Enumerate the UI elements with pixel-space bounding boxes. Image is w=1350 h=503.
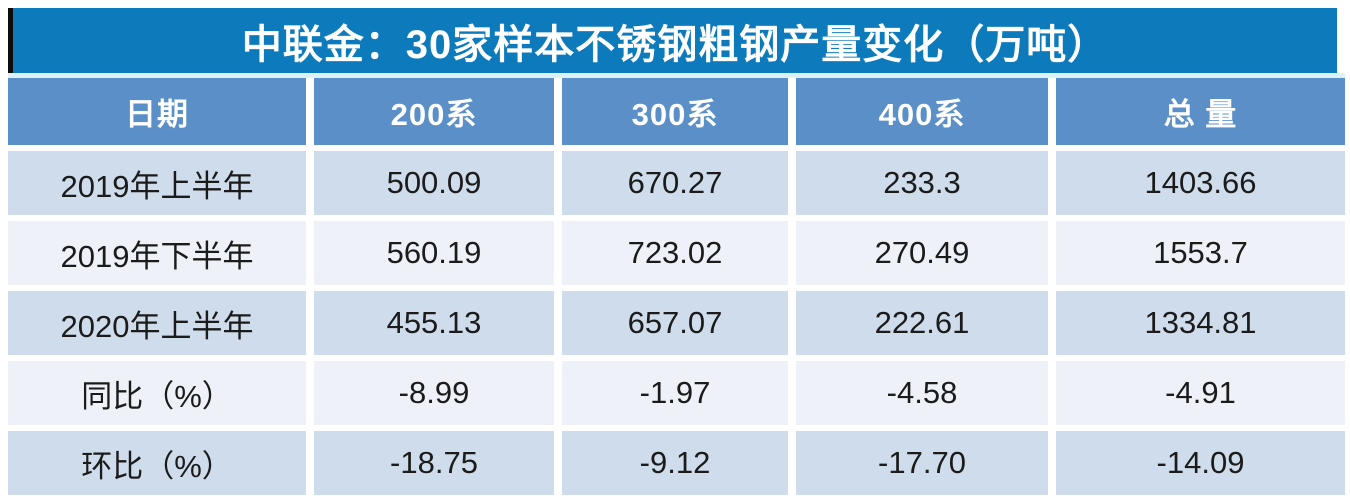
row-label: 环比（%）: [8, 431, 306, 495]
value-cell: 1403.66: [1056, 151, 1345, 215]
value-cell: -17.70: [796, 431, 1048, 495]
value-cell: 657.07: [562, 291, 788, 355]
table-title-bar: 中联金：30家样本不锈钢粗钢产量变化（万吨）: [8, 8, 1337, 73]
value-cell: 670.27: [562, 151, 788, 215]
value-cell: 455.13: [314, 291, 554, 355]
value-cell: 270.49: [796, 221, 1048, 285]
value-cell: -14.09: [1056, 431, 1345, 495]
value-cell: 1553.7: [1056, 221, 1345, 285]
row-label: 2019年上半年: [8, 151, 306, 215]
value-cell: -4.91: [1056, 361, 1345, 425]
column-header-300-series: 300系: [562, 78, 788, 145]
value-cell: 560.19: [314, 221, 554, 285]
column-header-400-series: 400系: [796, 78, 1048, 145]
value-cell: -4.58: [796, 361, 1048, 425]
value-cell: 233.3: [796, 151, 1048, 215]
row-label: 2019年下半年: [8, 221, 306, 285]
row-label: 2020年上半年: [8, 291, 306, 355]
value-cell: 222.61: [796, 291, 1048, 355]
value-cell: -18.75: [314, 431, 554, 495]
value-cell: 1334.81: [1056, 291, 1345, 355]
title-divider: [8, 73, 1345, 78]
value-cell: -1.97: [562, 361, 788, 425]
row-label: 同比（%）: [8, 361, 306, 425]
value-cell: 500.09: [314, 151, 554, 215]
table-title: 中联金：30家样本不锈钢粗钢产量变化（万吨）: [241, 22, 1109, 67]
column-header-date: 日期: [8, 78, 306, 145]
value-cell: -8.99: [314, 361, 554, 425]
value-cell: -9.12: [562, 431, 788, 495]
column-header-200-series: 200系: [314, 78, 554, 145]
column-header-total: 总 量: [1056, 78, 1345, 145]
data-table: 日期 200系 300系 400系 总 量 2019年上半年 500.09 67…: [8, 78, 1345, 495]
value-cell: 723.02: [562, 221, 788, 285]
